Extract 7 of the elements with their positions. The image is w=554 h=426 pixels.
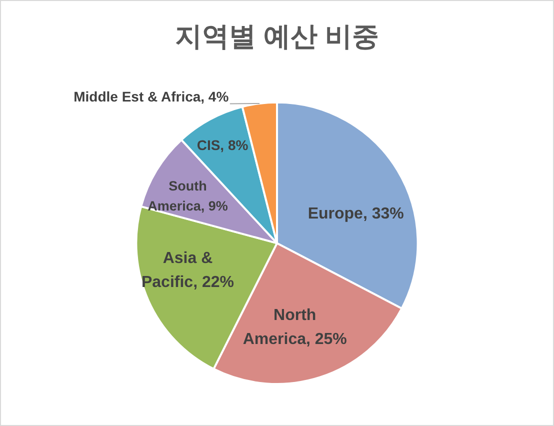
slice-label: Middle Est & Africa, 4% xyxy=(74,88,230,104)
chart-title: 지역별 예산 비중 xyxy=(174,22,380,52)
slice-label: South America, 9% xyxy=(148,178,228,214)
slice-label: CIS, 8% xyxy=(196,136,249,153)
slice-label: Europe, 33% xyxy=(308,205,404,222)
slice-label: North America, 25% xyxy=(242,307,347,348)
slice-label: Asia & Pacific, 22% xyxy=(141,250,234,291)
